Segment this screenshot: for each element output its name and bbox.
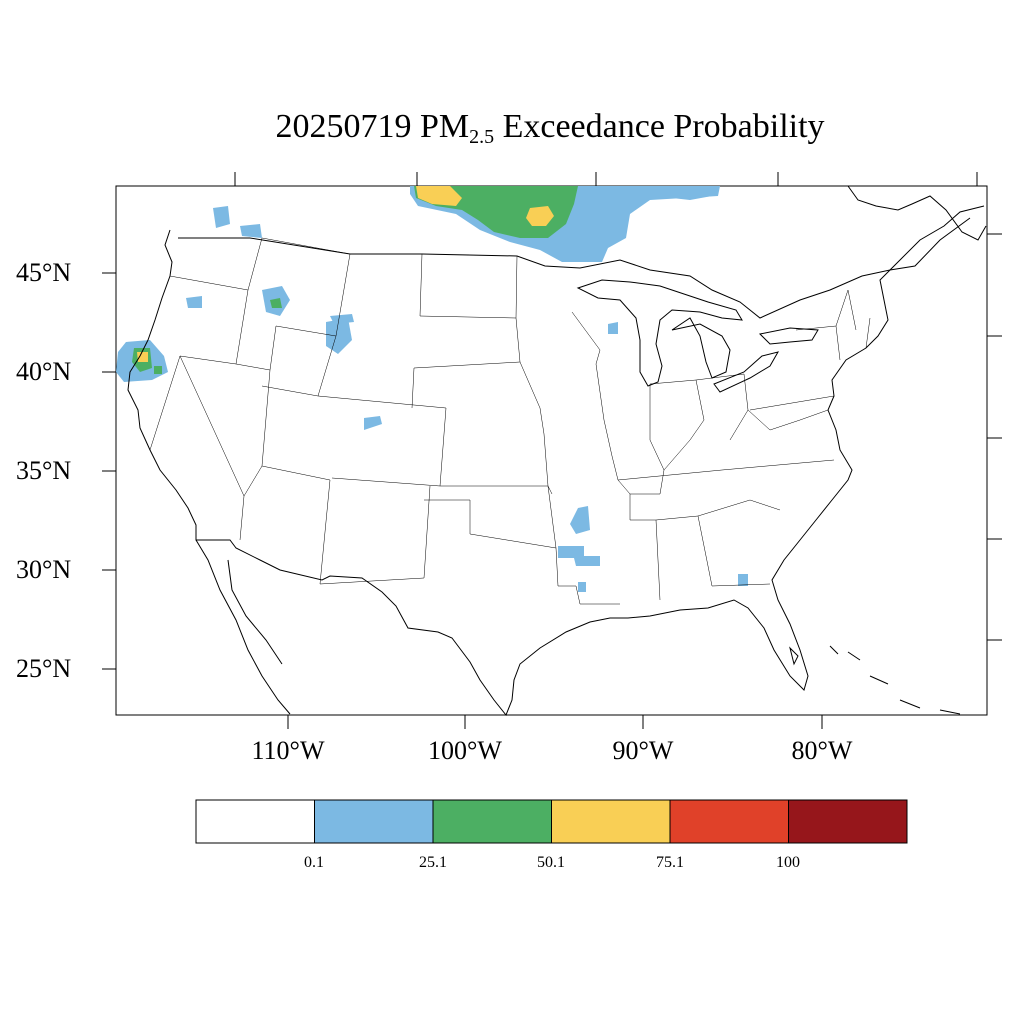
country-boundaries: [127, 185, 987, 716]
prob-blue-ga: [738, 574, 748, 586]
lat-label-40: 40°N: [16, 357, 72, 386]
florida-keys-bahamas: [789, 645, 961, 715]
prob-green-ca-2: [154, 366, 162, 374]
map-frame: [115, 185, 988, 716]
prob-blue-wi: [608, 322, 618, 334]
probability-shading: [116, 186, 748, 592]
lat-label-45: 45°N: [16, 258, 72, 287]
map-title: 20250719 PM2.5 Exceedance Probability: [275, 108, 825, 148]
prob-blue-wy: [326, 318, 352, 354]
prob-blue-canada-east: [668, 186, 718, 200]
colorbar-bin-5: [788, 799, 908, 844]
state-boundaries: [149, 237, 871, 605]
lat-label-35: 35°N: [16, 456, 72, 485]
axis-ticks: [102, 172, 1002, 729]
lat-label-30: 30°N: [16, 555, 72, 584]
mexico-baja: [195, 539, 291, 715]
state-lines-east: [571, 289, 871, 601]
lat-label-25: 25°N: [16, 654, 72, 683]
prob-yellow-ca: [137, 352, 148, 362]
prob-blue-wa-2: [240, 224, 262, 238]
colorbar: [195, 799, 908, 844]
colorbar-bin-0: [195, 799, 315, 844]
colorbar-bin-3: [551, 799, 671, 844]
prob-blue-mt: [330, 314, 354, 324]
colorbar-label-4: 100: [776, 854, 800, 871]
canada-border: [178, 217, 971, 319]
prob-green-id: [270, 298, 282, 308]
state-lines-central: [319, 253, 620, 605]
colorbar-label-1: 25.1: [419, 854, 447, 871]
colorbar-label-0: 0.1: [304, 854, 324, 871]
colorbar-label-2: 50.1: [537, 854, 565, 871]
prob-blue-or: [186, 296, 202, 308]
lon-label-80w: 80°W: [791, 736, 853, 765]
prob-yellow-canada-2: [526, 206, 554, 226]
us-outline: [127, 205, 985, 716]
lon-label-100w: 100°W: [428, 736, 502, 765]
great-lakes: [576, 279, 819, 393]
prob-blue-wa: [213, 206, 230, 228]
prob-blue-co: [364, 416, 382, 430]
canada-coast: [847, 185, 987, 241]
colorbar-label-3: 75.1: [656, 854, 684, 871]
prob-blue-la: [558, 546, 600, 566]
colorbar-bin-4: [669, 799, 789, 844]
prob-blue-ar: [570, 506, 590, 534]
prob-blue-la-2: [578, 582, 586, 592]
colorbar-bin-1: [314, 799, 434, 844]
prob-yellow-canada-1: [416, 186, 462, 206]
state-lines-west: [149, 237, 447, 585]
lon-label-110w: 110°W: [251, 736, 325, 765]
colorbar-bin-2: [432, 799, 552, 844]
lon-label-90w: 90°W: [612, 736, 674, 765]
